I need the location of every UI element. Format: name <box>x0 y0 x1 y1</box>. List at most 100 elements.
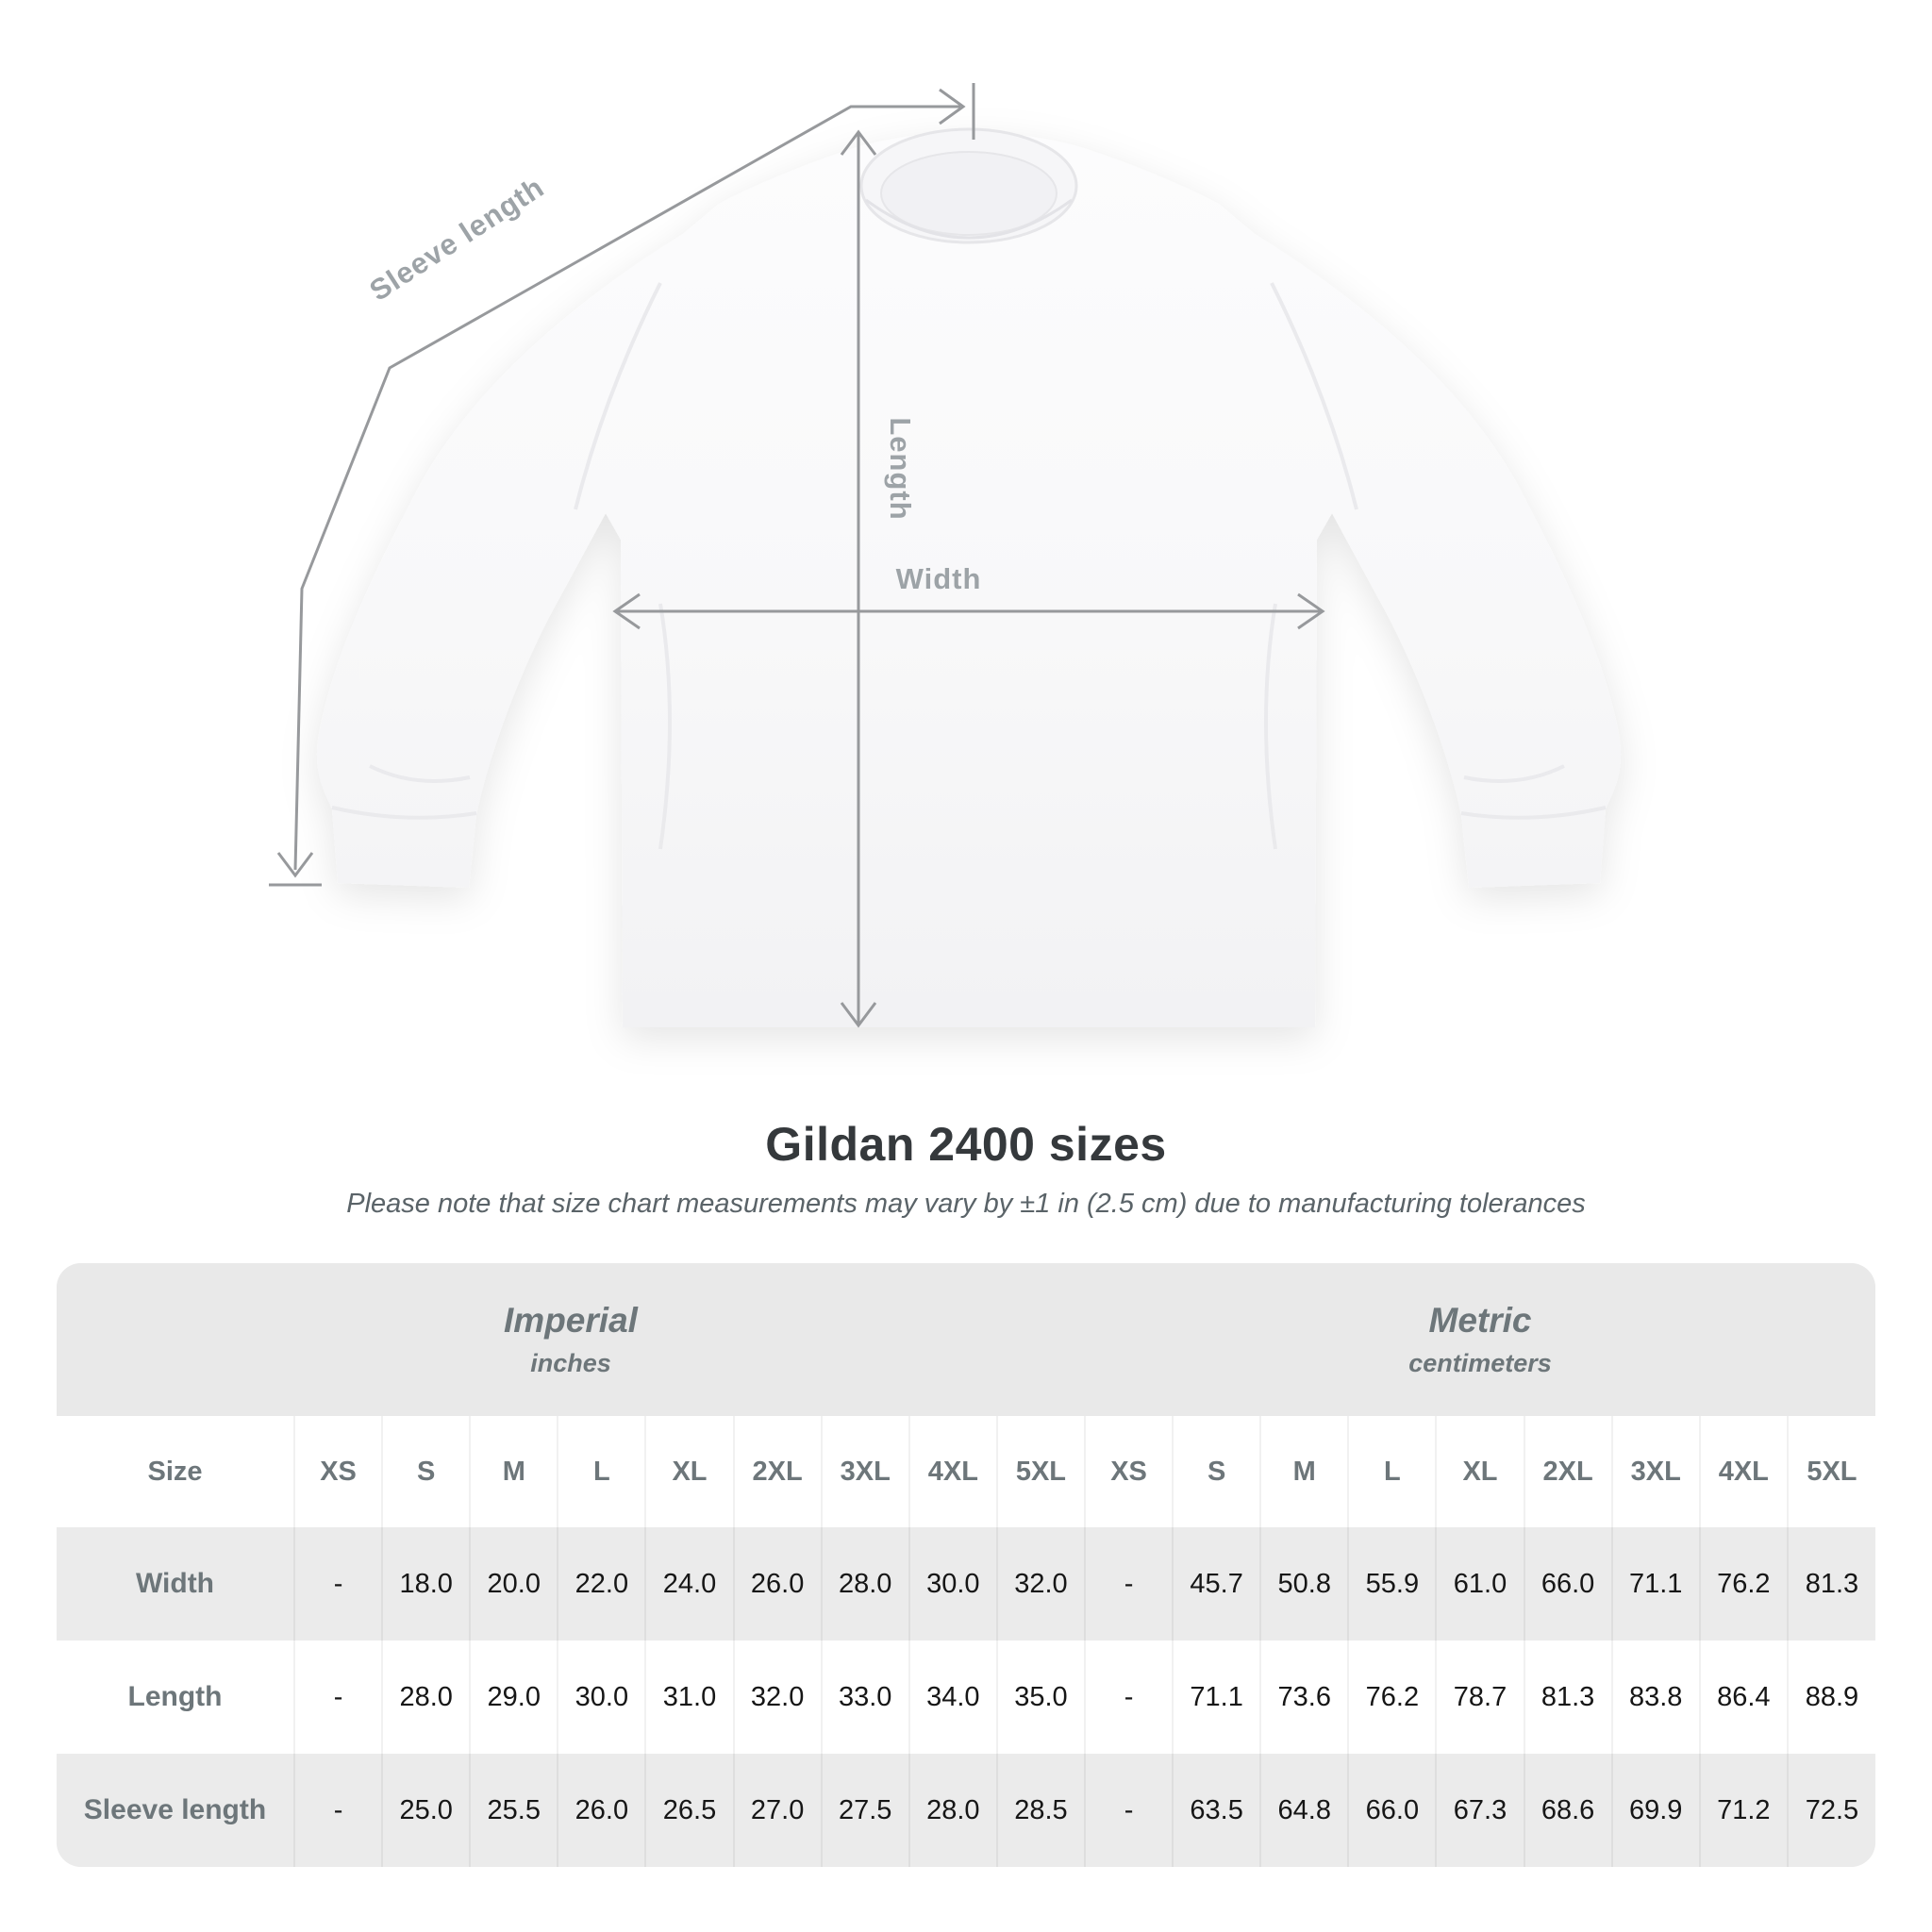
shirt-illustration: Sleeve length Length Width <box>269 83 1622 1028</box>
table-row: Width -18.0 20.0 22.0 24.0 26.0 28.0 30.0 32.0-4… <box>57 1527 1875 1641</box>
size-column-header: XS <box>292 1416 383 1527</box>
size-column-header: 3XL <box>820 1416 909 1527</box>
size-value-cell: 26.5 <box>644 1754 734 1867</box>
size-column-header: M <box>1259 1416 1349 1527</box>
metric-units-label: centimeters <box>1408 1348 1552 1377</box>
size-value-cell: 32.0 <box>995 1527 1085 1641</box>
size-value-cell: 45.7 <box>1172 1527 1261 1641</box>
size-value-cell: 81.3 <box>1523 1641 1612 1754</box>
measurement-lines <box>269 83 1325 1028</box>
size-value-cell: 68.6 <box>1523 1754 1612 1867</box>
size-value-cell: 73.6 <box>1259 1641 1349 1754</box>
size-value-cell: 30.0 <box>908 1527 997 1641</box>
sleeve-length-measure-line <box>269 83 975 887</box>
size-value-cell: - <box>292 1754 383 1867</box>
size-column-header: XL <box>1435 1416 1524 1527</box>
shirt-collar <box>859 127 1078 244</box>
size-value-cell: 28.5 <box>995 1754 1085 1867</box>
size-value-cell: 76.2 <box>1347 1641 1437 1754</box>
width-measure-line <box>612 592 1325 630</box>
row-label: Sleeve length <box>83 1794 267 1825</box>
size-value-cell: 24.0 <box>644 1527 734 1641</box>
size-value-cell: 25.5 <box>469 1754 558 1867</box>
size-value-cell: - <box>292 1641 383 1754</box>
size-value-cell: 71.1 <box>1172 1641 1261 1754</box>
metric-label: Metric <box>1428 1301 1532 1341</box>
size-column-header: Size <box>147 1456 203 1487</box>
size-value-cell: 34.0 <box>908 1641 997 1754</box>
size-value-cell: 67.3 <box>1435 1754 1524 1867</box>
size-value-cell: - <box>1083 1754 1174 1867</box>
size-column-header: S <box>381 1416 471 1527</box>
size-column-header: XL <box>644 1416 734 1527</box>
size-column-header: 2XL <box>1523 1416 1612 1527</box>
size-value-cell: 66.0 <box>1523 1527 1612 1641</box>
size-column-header: L <box>1347 1416 1437 1527</box>
size-column-header: S <box>1172 1416 1261 1527</box>
imperial-group-header: Imperial inches <box>57 1263 1085 1416</box>
size-value-cell: 29.0 <box>469 1641 558 1754</box>
size-value-cell: 28.0 <box>381 1641 471 1754</box>
size-chart-table: Imperial inches Metric centimeters Size X… <box>57 1263 1875 1867</box>
metric-group-header: Metric centimeters <box>1085 1263 1875 1416</box>
size-value-cell: 76.2 <box>1698 1527 1788 1641</box>
page-title: Gildan 2400 sizes <box>765 1118 1167 1171</box>
size-header-row: Size XS S M L XL 2XL 3XL 4XL 5XL XS S M L XL 2XL 3XL 4XL 5… <box>57 1416 1875 1527</box>
size-column-header: 5XL <box>1786 1416 1875 1527</box>
shirt-silhouette <box>316 132 1622 1027</box>
size-value-cell: 26.0 <box>557 1754 646 1867</box>
size-value-cell: 72.5 <box>1786 1754 1875 1867</box>
size-value-cell: 25.0 <box>381 1754 471 1867</box>
size-value-cell: 64.8 <box>1259 1754 1349 1867</box>
size-value-cell: 71.2 <box>1698 1754 1788 1867</box>
size-value-cell: 78.7 <box>1435 1641 1524 1754</box>
size-value-cell: 27.5 <box>820 1754 909 1867</box>
size-column-header: 4XL <box>1698 1416 1788 1527</box>
imperial-units-label: inches <box>530 1348 611 1377</box>
size-column-header: M <box>469 1416 558 1527</box>
table-row: Length -28.0 29.0 30.0 31.0 32.0 33.0 34.0 35.0-… <box>57 1641 1875 1754</box>
size-value-cell: 66.0 <box>1347 1754 1437 1867</box>
row-label: Width <box>135 1568 215 1599</box>
size-value-cell: - <box>1083 1641 1174 1754</box>
size-chart: Imperial inches Metric centimeters Size X… <box>57 1263 1875 1867</box>
length-measure-line <box>840 129 877 1028</box>
size-value-cell: 31.0 <box>644 1641 734 1754</box>
unit-group-row: Imperial inches Metric centimeters <box>57 1263 1875 1416</box>
shirt-measurement-diagram: Sleeve length Length Width <box>269 83 1622 1028</box>
size-value-cell: 71.1 <box>1610 1527 1700 1641</box>
size-value-cell: 22.0 <box>557 1527 646 1641</box>
size-value-cell: 20.0 <box>469 1527 558 1641</box>
size-value-cell: - <box>1083 1527 1174 1641</box>
size-column-header: 3XL <box>1610 1416 1700 1527</box>
sleeve-length-label: Sleeve length <box>363 171 550 308</box>
size-value-cell: 61.0 <box>1435 1527 1524 1641</box>
size-value-cell: 28.0 <box>908 1754 997 1867</box>
size-value-cell: 86.4 <box>1698 1641 1788 1754</box>
size-column-header: 5XL <box>995 1416 1085 1527</box>
width-label: Width <box>896 562 982 595</box>
size-column-header: XS <box>1083 1416 1174 1527</box>
size-value-cell: 18.0 <box>381 1527 471 1641</box>
size-value-cell: 69.9 <box>1610 1754 1700 1867</box>
row-label: Length <box>127 1681 223 1712</box>
size-value-cell: 35.0 <box>995 1641 1085 1754</box>
size-value-cell: 50.8 <box>1259 1527 1349 1641</box>
size-value-cell: 81.3 <box>1786 1527 1875 1641</box>
size-value-cell: 32.0 <box>732 1641 822 1754</box>
size-column-header: L <box>557 1416 646 1527</box>
length-label: Length <box>884 417 917 520</box>
size-column-header: 2XL <box>732 1416 822 1527</box>
size-value-cell: 63.5 <box>1172 1754 1261 1867</box>
tolerance-note: Please note that size chart measurements… <box>346 1189 1586 1219</box>
size-value-cell: 26.0 <box>732 1527 822 1641</box>
size-value-cell: 83.8 <box>1610 1641 1700 1754</box>
size-value-cell: 30.0 <box>557 1641 646 1754</box>
size-table-body: Width -18.0 20.0 22.0 24.0 26.0 28.0 30.0 32.0-4… <box>57 1527 1875 1867</box>
size-value-cell: 88.9 <box>1786 1641 1875 1754</box>
imperial-label: Imperial <box>504 1301 638 1341</box>
table-row: Sleeve length -25.0 25.5 26.0 26.5 27.0 27.5 28… <box>57 1754 1875 1867</box>
size-value-cell: - <box>292 1527 383 1641</box>
size-value-cell: 55.9 <box>1347 1527 1437 1641</box>
size-value-cell: 27.0 <box>732 1754 822 1867</box>
